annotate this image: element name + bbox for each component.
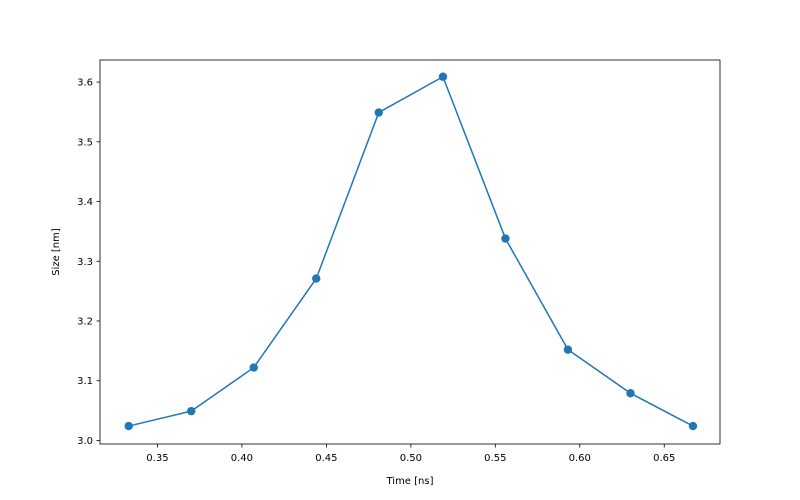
x-tick-label: 0.45	[315, 453, 337, 464]
data-point	[438, 72, 448, 81]
x-tick-label: 0.60	[569, 453, 591, 464]
y-tick-label: 3.4	[77, 197, 93, 208]
y-axis-label: Size [nm]	[51, 228, 62, 276]
x-tick-label: 0.55	[484, 453, 506, 464]
series-line	[128, 75, 694, 427]
data-point	[124, 421, 133, 431]
y-tick-label: 3.1	[77, 376, 93, 387]
data-point	[501, 234, 510, 243]
x-tick-label: 0.40	[231, 453, 253, 464]
y-tick-label: 3.5	[77, 137, 93, 148]
data-point	[374, 108, 383, 117]
y-tick-label: 3.0	[77, 436, 93, 447]
data-point	[249, 363, 258, 372]
y-tick-label: 3.6	[77, 78, 93, 89]
x-tick-label: 0.65	[653, 453, 675, 464]
data-point	[688, 421, 698, 431]
y-tick-label: 3.3	[77, 257, 93, 268]
ticks-layer: 0.35 0.40 0.45 0.50 0.55 0.60 0.65 3.0 3.1 3.2 3.3…	[77, 78, 675, 464]
plot-frame	[99, 59, 721, 445]
data-point	[626, 389, 635, 398]
x-tick-label: 0.35	[146, 453, 168, 464]
data-point	[563, 345, 573, 354]
data-point	[312, 274, 321, 283]
data-point	[187, 406, 196, 416]
series-layer	[124, 72, 698, 431]
y-tick-label: 3.2	[77, 316, 93, 327]
x-tick-label: 0.50	[400, 453, 422, 464]
x-axis-label: Time [ns]	[385, 476, 433, 487]
